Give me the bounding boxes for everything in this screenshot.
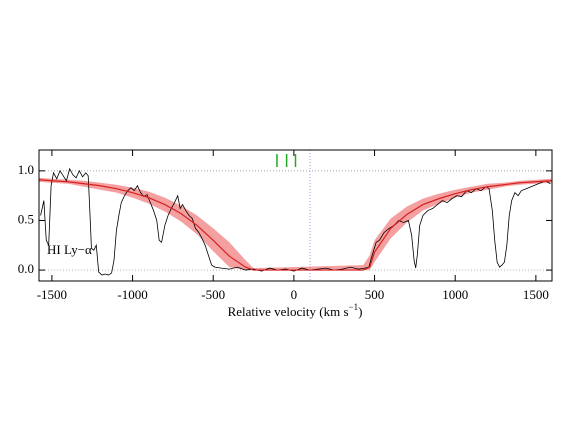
x-axis-label-sup: −1 [349, 302, 359, 312]
model-band [39, 177, 552, 271]
y-tick-label: 1.0 [18, 162, 34, 177]
x-tick-label: -500 [201, 287, 225, 302]
x-axis-label-text: Relative velocity (km s [228, 304, 349, 319]
plot-area [39, 150, 552, 281]
y-tick-label: 0.0 [18, 261, 34, 276]
spectrum-line [40, 167, 551, 276]
y-tick-label: 0.5 [18, 211, 34, 226]
x-axis-label: Relative velocity (km s−1) [228, 302, 363, 319]
plot-frame [38, 149, 553, 282]
x-axis-label-end: ) [358, 304, 362, 319]
x-tick-label: 0 [291, 287, 298, 302]
x-tick-label: 500 [365, 287, 385, 302]
x-tick-label: 1000 [442, 287, 468, 302]
annotation: HI Ly−α [47, 242, 92, 257]
model-line [39, 179, 552, 271]
x-tick-label: 1500 [523, 287, 549, 302]
x-tick-label: -1000 [117, 287, 147, 302]
x-tick-label: -1500 [37, 287, 67, 302]
